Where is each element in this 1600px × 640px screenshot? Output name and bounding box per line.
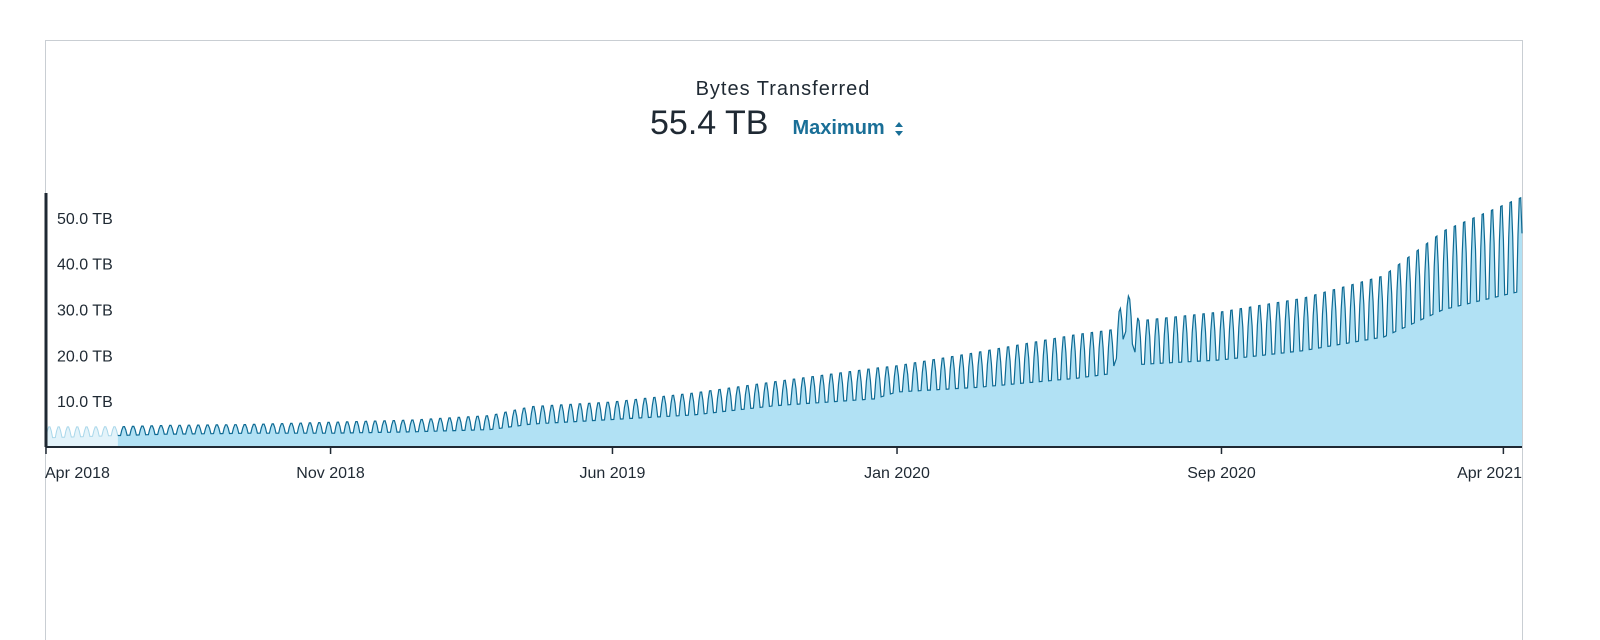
aggregation-select[interactable]: Maximum bbox=[792, 117, 903, 140]
y-tick-label: 50.0 TB bbox=[57, 211, 113, 228]
x-tick-label: Apr 2018 bbox=[45, 465, 110, 482]
x-tick-label: Sep 2020 bbox=[1187, 465, 1256, 482]
y-tick-label: 20.0 TB bbox=[57, 348, 113, 365]
series-line-faded bbox=[45, 426, 119, 439]
series-line bbox=[117, 196, 1523, 437]
series-area bbox=[117, 197, 1522, 447]
x-tick-label: Apr 2021 bbox=[1457, 465, 1522, 482]
y-tick-label: 30.0 TB bbox=[57, 302, 113, 319]
chart-title: Bytes Transferred bbox=[695, 78, 871, 100]
aggregation-select-label: Maximum bbox=[792, 117, 885, 139]
y-tick-label: 10.0 TB bbox=[57, 394, 113, 411]
bytes-transferred-chart: 10.0 TB 20.0 TB 30.0 TB 40.0 TB 50.0 TB Apr 2… bbox=[44, 193, 1523, 482]
metric-value: 55.4 TB bbox=[650, 104, 769, 142]
metric-summary: 55.4 TB Maximum bbox=[650, 104, 903, 143]
x-tick-label: Jun 2019 bbox=[580, 465, 646, 482]
x-tick-label: Nov 2018 bbox=[296, 465, 365, 482]
sort-arrows-icon bbox=[894, 121, 903, 136]
x-tick-label: Jan 2020 bbox=[864, 465, 930, 482]
y-tick-label: 40.0 TB bbox=[57, 257, 113, 274]
